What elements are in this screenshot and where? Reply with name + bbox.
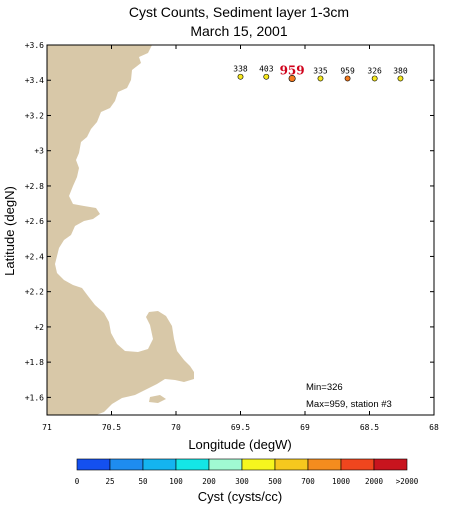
colorbar-swatch [109, 458, 144, 471]
colorbar-tick-label: 100 [169, 477, 183, 486]
colorbar-tick-label: 700 [301, 477, 315, 486]
x-tick-label: 68.5 [360, 423, 379, 432]
y-tick-label: +2.8 [25, 182, 44, 191]
y-tick-label: +2.4 [25, 252, 44, 261]
y-tick-label: +3 [34, 147, 44, 156]
y-tick-label: +1.6 [25, 393, 44, 402]
colorbar-tick-label: >2000 [396, 477, 419, 486]
colorbar-tick-label: 0 [75, 477, 80, 486]
y-tick-label: +2.6 [25, 217, 44, 226]
island-small [149, 395, 166, 403]
chart-subtitle: March 15, 2001 [190, 23, 287, 39]
x-tick-label: 68 [429, 423, 439, 432]
data-points: 338 403 959 335 959 326 380 [233, 63, 408, 82]
min-annotation: Min=326 [306, 382, 343, 393]
colorbar-swatch [76, 458, 111, 471]
x-tick-label: 70 [171, 423, 181, 432]
station-value-max: 959 [280, 63, 305, 77]
station-value: 335 [313, 66, 328, 75]
x-tick-label: 71 [42, 423, 52, 432]
colorbar-swatch [340, 458, 375, 471]
plot-area [47, 45, 434, 415]
station-marker [344, 75, 351, 82]
station-marker [397, 75, 404, 82]
station-value: 338 [233, 65, 248, 74]
y-tick-label: +2.2 [25, 288, 44, 297]
station-marker [317, 75, 324, 82]
station-marker [371, 75, 378, 82]
colorbar-swatch [241, 458, 276, 471]
x-tick-label: 69 [300, 423, 310, 432]
y-tick-label: +2 [34, 323, 44, 332]
y-axis-label: Latitude (degN) [2, 186, 17, 276]
station-marker [263, 73, 270, 80]
y-axis-ticks: +3.6 +3.4 +3.2 +3 +2.8 +2.6 +2.4 +2.2 +2 +1.8 +1.6 [25, 41, 434, 402]
colorbar-tick-label: 200 [202, 477, 216, 486]
colorbar-swatch [175, 458, 210, 471]
station-value: 380 [393, 66, 408, 75]
colorbar-tick-label: 1000 [332, 477, 351, 486]
y-tick-label: +3.6 [25, 41, 44, 50]
colorbar-tick-label: 300 [235, 477, 249, 486]
colorbar-swatch [307, 458, 342, 471]
station-value: 959 [340, 66, 355, 75]
colorbar: 0 25 50 100 200 300 500 700 1000 2000 >2000 [75, 458, 419, 486]
land-mass [47, 45, 194, 415]
y-tick-label: +3.2 [25, 111, 44, 120]
colorbar-tick-label: 50 [138, 477, 148, 486]
colorbar-swatch [208, 458, 243, 471]
x-tick-label: 70.5 [102, 423, 121, 432]
max-annotation: Max=959, station #3 [306, 399, 392, 410]
y-tick-label: +3.4 [25, 76, 44, 85]
x-tick-label: 69.5 [231, 423, 250, 432]
colorbar-label: Cyst (cysts/cc) [198, 489, 283, 504]
chart-title: Cyst Counts, Sediment layer 1-3cm [129, 4, 349, 20]
x-axis-label: Longitude (degW) [188, 437, 291, 452]
y-tick-label: +1.8 [25, 358, 44, 367]
colorbar-tick-label: 2000 [365, 477, 384, 486]
colorbar-tick-label: 25 [105, 477, 114, 486]
colorbar-swatch [274, 458, 309, 471]
colorbar-swatch [142, 458, 177, 471]
x-axis-ticks: 71 70.5 70 69.5 69 68.5 68 [42, 45, 439, 432]
station-value: 403 [259, 65, 274, 74]
colorbar-swatch [373, 458, 408, 471]
colorbar-tick-label: 500 [268, 477, 282, 486]
station-value: 326 [367, 66, 382, 75]
station-marker [288, 74, 296, 82]
station-marker [237, 73, 244, 80]
